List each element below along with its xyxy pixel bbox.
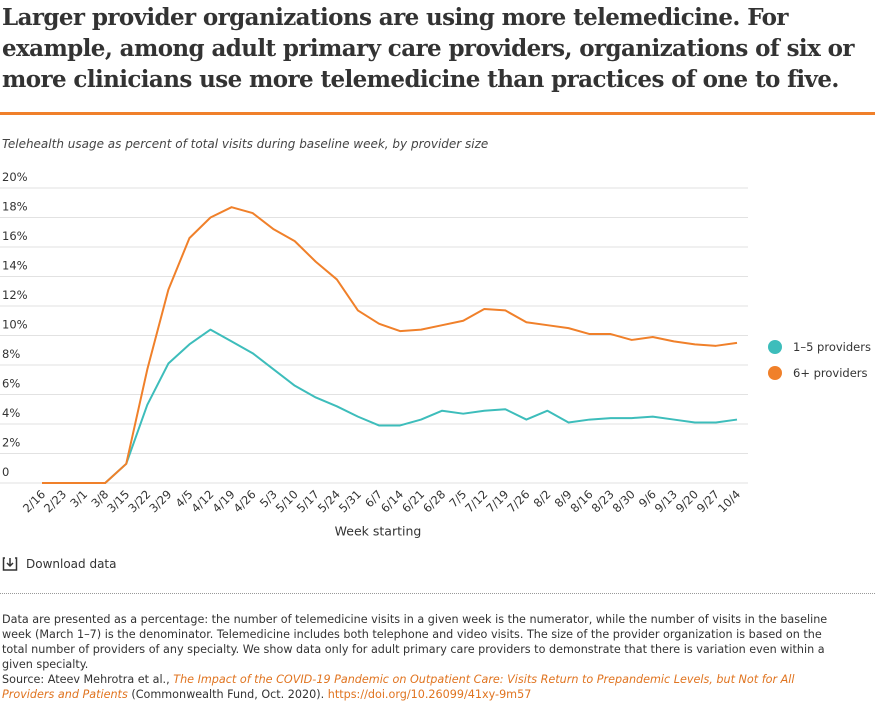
download-button[interactable]: Download data — [2, 556, 117, 572]
x-tick-label: 8/30 — [610, 487, 638, 515]
chart: Week starting 0 2% 4% 6% 8% 10% 12% 14% 16% 18% 20… — [0, 170, 871, 539]
series-line — [42, 206, 738, 484]
chart-subtitle: Telehealth usage as percent of total vis… — [2, 137, 489, 151]
x-axis-label: Week starting — [335, 524, 422, 539]
x-tick-label: 6/28 — [420, 487, 448, 515]
x-tick-label: 10/4 — [715, 487, 743, 515]
y-tick-label: 18% — [2, 200, 28, 214]
x-tick-label: 7/26 — [504, 487, 532, 515]
legend-label: 1–5 providers — [793, 340, 871, 354]
title: Larger provider organizations are using … — [2, 4, 854, 93]
y-tick-label: 14% — [2, 259, 28, 273]
y-tick-label: 0 — [2, 465, 9, 479]
y-tick-label: 16% — [2, 229, 28, 243]
title-rule — [0, 112, 875, 115]
x-tick-label: 3/1 — [67, 487, 90, 510]
x-tick-label: 8/2 — [531, 487, 554, 510]
x-tick-label: 4/26 — [231, 487, 259, 515]
y-tick-label: 20% — [2, 170, 28, 184]
download-label[interactable]: Download data — [26, 557, 117, 571]
x-tick-label: 3/29 — [146, 487, 174, 515]
y-tick-label: 10% — [2, 318, 28, 332]
y-tick-label: 6% — [2, 377, 20, 391]
legend-label: 6+ providers — [793, 366, 868, 380]
y-tick-label: 8% — [2, 347, 20, 361]
notes: Data are presented as a percentage: the … — [2, 613, 828, 671]
source-prefix: Source: Ateev Mehrotra et al., — [2, 673, 170, 686]
legend-marker — [768, 340, 782, 354]
download-icon — [2, 557, 18, 571]
x-tick-label: 5/31 — [336, 487, 364, 515]
source-link[interactable]: The Impact of the COVID-19 Pandemic on O… — [2, 673, 795, 701]
source-suffix: (Commonwealth Fund, Oct. 2020). — [131, 688, 325, 701]
y-tick-label: 4% — [2, 406, 20, 420]
doi-link[interactable]: https://doi.org/10.26099/41xy-9m57 — [327, 688, 532, 701]
source: Source: Ateev Mehrotra et al., The Impac… — [2, 672, 832, 702]
separator — [0, 593, 875, 594]
legend-marker — [768, 366, 782, 380]
y-tick-label: 12% — [2, 288, 28, 302]
x-tick-label: 2/23 — [41, 487, 69, 515]
y-tick-label: 2% — [2, 436, 20, 450]
series-line — [42, 328, 738, 484]
